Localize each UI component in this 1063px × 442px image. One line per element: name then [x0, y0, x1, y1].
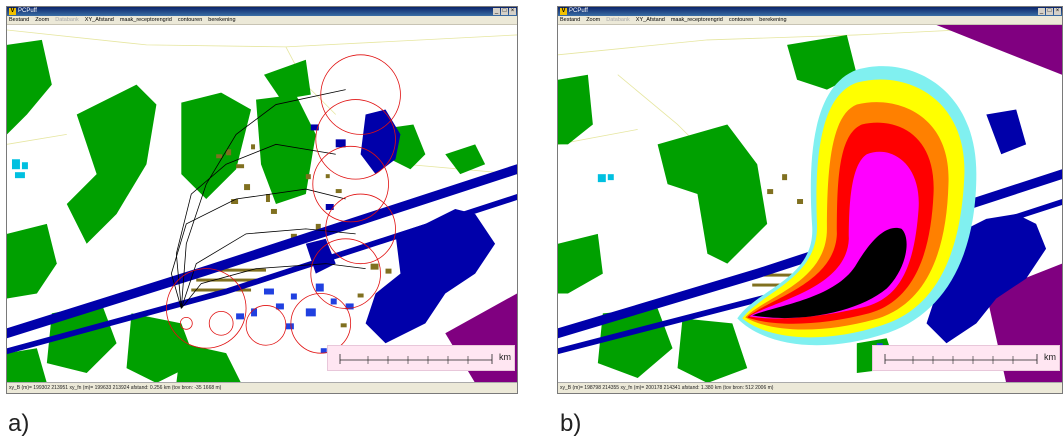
scale-bar: km: [327, 345, 515, 371]
menu-databank: Databank: [55, 17, 79, 23]
scale-ruler-icon: [339, 354, 493, 364]
minimize-icon[interactable]: _: [1038, 8, 1045, 15]
menu-bestand[interactable]: Bestand: [560, 17, 581, 23]
panel-caption-a: a): [8, 410, 30, 437]
menu-zoom[interactable]: Zoom: [586, 17, 601, 23]
title-bar: V PCPuff _ □ ×: [558, 7, 1062, 16]
maximize-icon[interactable]: □: [501, 8, 508, 15]
light-water: [597, 174, 614, 183]
menu-contouren[interactable]: contouren: [728, 17, 754, 23]
menu-contouren[interactable]: contouren: [177, 17, 203, 23]
status-bar: xy_B (m)= 198798 214355 xy_fn (m)= 20017…: [558, 382, 1062, 393]
trajectory-lines: [170, 89, 366, 309]
pcpuff-window-a: V PCPuff _ □ × Bestand Zoom Databank XY_A…: [6, 6, 518, 394]
scale-bar: km: [872, 345, 1060, 371]
title-bar: V PCPuff _ □ ×: [7, 7, 517, 16]
water-bodies: [7, 109, 517, 355]
menu-berekening[interactable]: berekening: [759, 17, 787, 23]
window-controls: _ □ ×: [493, 8, 516, 15]
window-title: PCPuff: [18, 8, 37, 14]
scale-unit-label: km: [1044, 352, 1056, 362]
maximize-icon[interactable]: □: [1046, 8, 1053, 15]
menu-zoom[interactable]: Zoom: [35, 17, 50, 23]
menu-bar: Bestand Zoom Databank XY_Afstand maak_re…: [558, 16, 1062, 25]
close-icon[interactable]: ×: [1054, 8, 1061, 15]
window-controls: _ □ ×: [1038, 8, 1061, 15]
scale-unit-label: km: [499, 352, 511, 362]
map-canvas[interactable]: km: [558, 25, 1062, 383]
puff-circles: [165, 54, 401, 354]
menu-xy-afstand[interactable]: XY_Afstand: [84, 17, 114, 23]
menu-maak-receptorengrid[interactable]: maak_receptorengrid: [670, 17, 723, 23]
menu-bar: Bestand Zoom Databank XY_Afstand maak_re…: [7, 16, 517, 25]
menu-berekening[interactable]: berekening: [208, 17, 236, 23]
light-water: [11, 159, 28, 179]
panel-caption-b: b): [560, 410, 582, 437]
minimize-icon[interactable]: _: [493, 8, 500, 15]
menu-maak-receptorengrid[interactable]: maak_receptorengrid: [119, 17, 172, 23]
menu-bestand[interactable]: Bestand: [9, 17, 30, 23]
concentration-plume: [737, 66, 977, 346]
map-svg: [558, 25, 1062, 383]
pcpuff-window-b: V PCPuff _ □ × Bestand Zoom Databank XY_A…: [557, 6, 1063, 394]
map-canvas[interactable]: km: [7, 25, 517, 383]
scale-ruler-icon: [884, 354, 1038, 364]
menu-databank: Databank: [606, 17, 630, 23]
app-logo-icon: V: [560, 8, 567, 15]
blue-buildings: [236, 283, 354, 354]
close-icon[interactable]: ×: [509, 8, 516, 15]
menu-xy-afstand[interactable]: XY_Afstand: [635, 17, 665, 23]
window-title: PCPuff: [569, 8, 588, 14]
map-svg: [7, 29, 517, 383]
app-logo-icon: V: [9, 8, 16, 15]
status-bar: xy_B (m)= 199302 213951 xy_fn (m)= 19963…: [7, 382, 517, 393]
forest-areas: [7, 39, 486, 383]
